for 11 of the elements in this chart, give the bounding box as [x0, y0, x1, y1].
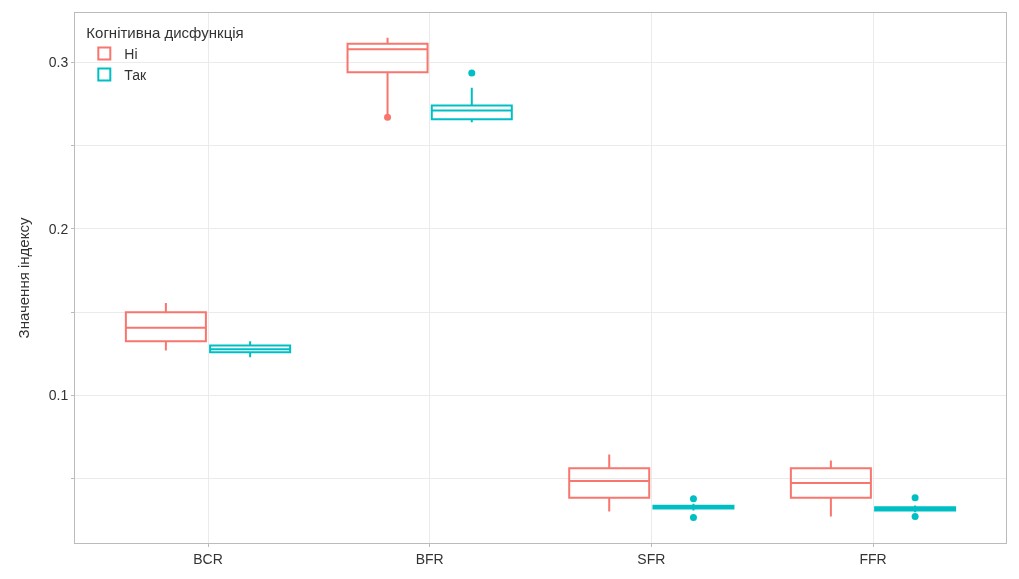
- x-tick-label: BCR: [193, 550, 223, 567]
- y-tick-label: 0.2: [48, 220, 69, 237]
- legend-label: Так: [124, 67, 148, 84]
- y-axis-title: Значення індексу: [14, 217, 32, 339]
- x-tick-label: SFR: [637, 550, 666, 567]
- x-tick-label: FFR: [859, 550, 887, 567]
- y-tick-label: 0.1: [48, 387, 69, 404]
- legend-title: Когнітивна дисфункція: [86, 23, 244, 41]
- x-tick-label: BFR: [415, 550, 444, 567]
- legend-label: Ні: [124, 45, 138, 62]
- y-tick-label: 0.3: [48, 54, 69, 71]
